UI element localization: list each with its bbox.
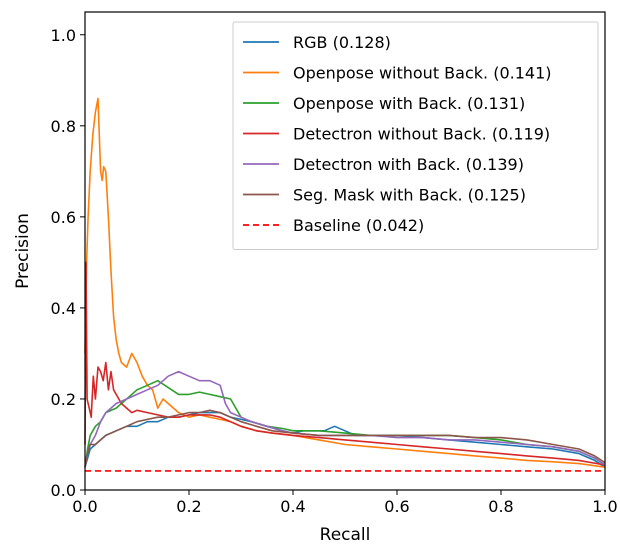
legend-label: Openpose without Back. (0.141) [293, 64, 551, 83]
y-tick-label: 0.0 [51, 481, 76, 500]
legend-label: Seg. Mask with Back. (0.125) [293, 186, 526, 205]
y-tick-label: 1.0 [51, 26, 76, 45]
series-group [84, 97, 606, 472]
y-tick-label: 0.6 [51, 208, 76, 227]
legend-box [232, 21, 599, 250]
series-line-5 [84, 409, 606, 468]
x-tick-label: 0.0 [72, 497, 97, 516]
x-tick-label: 0.8 [488, 497, 513, 516]
legend: RGB (0.128) Openpose without Back. (0.141… [232, 21, 599, 250]
series-line-1 [84, 97, 606, 468]
x-tick-label: 0.6 [384, 497, 409, 516]
x-axis-title: Recall [320, 525, 371, 545]
series-line-4 [84, 370, 606, 468]
legend-label: Baseline (0.042) [293, 216, 424, 235]
y-axis-title: Precision [13, 213, 33, 289]
y-tick-label: 0.2 [51, 390, 76, 409]
x-axis: 0.0 0.2 0.4 0.6 0.8 1.0 [72, 490, 618, 516]
x-tick-label: 1.0 [592, 497, 617, 516]
y-tick-label: 0.4 [51, 299, 76, 318]
legend-label: Detectron without Back. (0.119) [293, 125, 550, 144]
series-line-3 [84, 261, 606, 466]
plot-frame [84, 11, 606, 491]
y-axis: 0.0 0.2 0.4 0.6 0.8 1.0 [51, 26, 85, 500]
legend-label: Detectron with Back. (0.139) [293, 155, 524, 174]
legend-label: Openpose with Back. (0.131) [293, 94, 525, 113]
x-tick-label: 0.2 [176, 497, 201, 516]
series-line-2 [84, 379, 606, 468]
legend-label: RGB (0.128) [293, 33, 391, 52]
y-tick-label: 0.8 [51, 117, 76, 136]
x-tick-label: 0.4 [280, 497, 305, 516]
